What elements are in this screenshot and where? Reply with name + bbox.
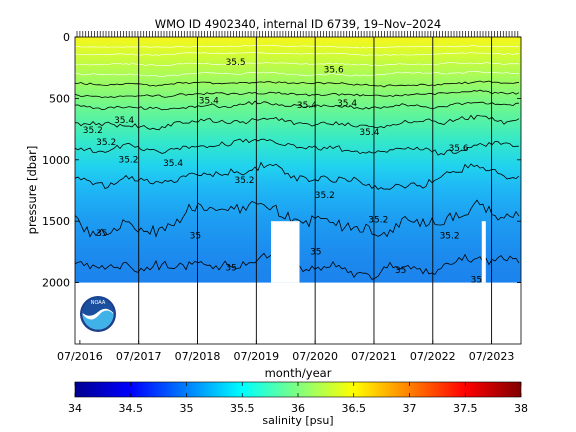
colorbar-tick-label: 37.5 xyxy=(453,402,478,415)
x-tick-label: 07/2021 xyxy=(351,350,397,363)
contour-label: 35 xyxy=(471,276,482,286)
y-tick-label: 0 xyxy=(63,31,70,44)
contour-line xyxy=(75,199,520,238)
y-tick-label: 1000 xyxy=(42,154,70,167)
y-tick-label: 2000 xyxy=(42,277,70,290)
contour-line xyxy=(75,114,520,131)
plot-frame xyxy=(74,36,522,345)
y-tick-label: 1500 xyxy=(42,215,70,228)
contour-line xyxy=(75,89,520,99)
contour-label: 35 xyxy=(96,229,107,239)
contour-label: 35.4 xyxy=(163,159,183,169)
colorbar-tick-label: 35 xyxy=(180,402,194,415)
contour-line xyxy=(75,161,520,190)
contour-label: 35.6 xyxy=(449,144,469,154)
contour-line xyxy=(75,71,520,78)
y-tick-label: 500 xyxy=(49,92,70,105)
data-gap xyxy=(271,221,300,283)
contour-label: 35.2 xyxy=(83,126,103,136)
contour-label: 35.4 xyxy=(114,116,134,126)
contour-label: 35.2 xyxy=(315,191,335,201)
data-gap xyxy=(481,221,486,283)
noaa-logo-text: NOAA xyxy=(91,300,106,306)
contour-label: 35.4 xyxy=(297,101,317,111)
x-tick-label: 07/2018 xyxy=(175,350,221,363)
contour-label: 35.2 xyxy=(440,231,460,241)
colorbar-tick-label: 34.5 xyxy=(119,402,144,415)
contour-label: 35.4 xyxy=(359,128,379,138)
contour-line xyxy=(75,51,520,56)
contour-label: 35.2 xyxy=(96,138,116,148)
contour-label: 35.6 xyxy=(324,66,344,76)
contour-label: 35.2 xyxy=(368,215,388,225)
contour-line xyxy=(75,80,520,88)
colorbar-tick-label: 37 xyxy=(403,402,417,415)
x-tick-label: 07/2017 xyxy=(116,350,162,363)
contour-label: 35.4 xyxy=(337,99,357,109)
profile-tick-marks xyxy=(76,31,519,37)
colorbar-tick-label: 34 xyxy=(68,402,82,415)
no-data-area xyxy=(75,282,521,295)
contour-label: 35 xyxy=(310,247,321,257)
colorbar-label: salinity [psu] xyxy=(262,414,333,427)
contour-line xyxy=(75,100,520,111)
salinity-field xyxy=(75,37,521,295)
data-gaps xyxy=(271,221,486,283)
y-axis: 0 500 1000 1500 2000 xyxy=(42,31,521,290)
colorbar-tick-label: 38 xyxy=(514,402,528,415)
contour-line xyxy=(75,61,520,67)
y-axis-label: pressure [dbar] xyxy=(25,146,39,235)
vertical-grid xyxy=(138,37,493,344)
contour-label: 35 xyxy=(190,231,201,241)
contour-label: 35 xyxy=(225,263,236,273)
x-tick-label: 07/2023 xyxy=(469,350,515,363)
noaa-logo: NOAA xyxy=(78,294,118,334)
contour-line xyxy=(75,45,520,49)
colorbar-tick-label: 36 xyxy=(291,402,305,415)
colorbar-ticks: 34 34.5 35 35.5 36 36.5 37 37.5 38 xyxy=(68,382,528,415)
colorbar-tick-label: 35.5 xyxy=(230,402,255,415)
x-tick-label: 07/2016 xyxy=(57,350,103,363)
chart-title: WMO ID 4902340, internal ID 6739, 19–Nov… xyxy=(155,17,442,31)
contour-label: 35.2 xyxy=(118,155,138,165)
contour-label: 35.2 xyxy=(234,176,254,186)
x-axis-label: month/year xyxy=(265,366,332,380)
contour-label: 35.5 xyxy=(226,58,246,68)
x-tick-label: 07/2020 xyxy=(292,350,338,363)
x-tick-label: 07/2022 xyxy=(410,350,456,363)
contour-label: 35.4 xyxy=(199,96,219,106)
contour-label: 35 xyxy=(395,266,406,276)
colorbar-tick-label: 36.5 xyxy=(342,402,367,415)
contour-line xyxy=(75,138,520,156)
x-axis: 07/2016 07/2017 07/2018 07/2019 07/2020 07/20… xyxy=(57,340,514,363)
contour-labels: 35.6 35.6 35.5 35.4 35.4 35.4 35.4 35.4 35.4 35.2… xyxy=(83,58,482,285)
x-tick-label: 07/2019 xyxy=(233,350,279,363)
